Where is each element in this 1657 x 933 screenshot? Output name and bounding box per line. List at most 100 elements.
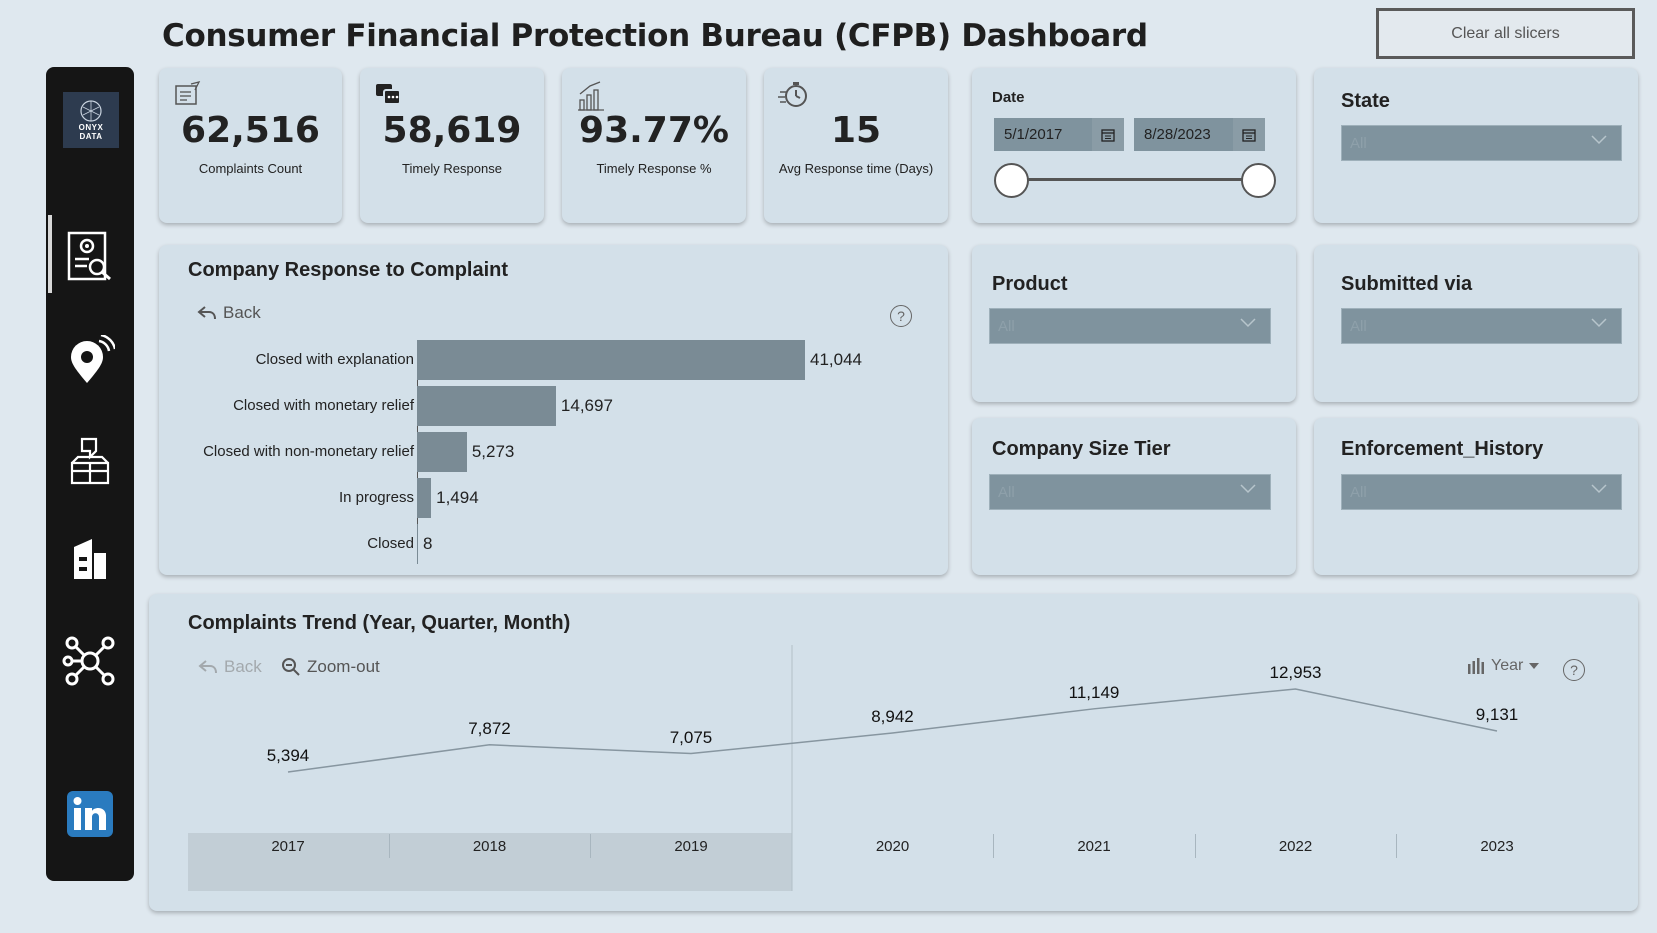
- back-arrow-icon: [197, 306, 216, 320]
- logo-text-line2: DATA: [79, 132, 103, 141]
- kpi-value: 58,619: [382, 110, 522, 151]
- complaints-trend-chart: [149, 594, 1638, 911]
- x-axis-tick-label: 2022: [1278, 838, 1313, 855]
- start-date-input[interactable]: 5/1/2017: [994, 118, 1124, 151]
- enforcement-history-slicer: Enforcement_History All: [1314, 418, 1638, 575]
- active-page-indicator: [48, 215, 52, 293]
- kpi-card-timely: 58,619 Timely Response: [360, 68, 544, 223]
- submitted-via-dropdown[interactable]: All: [1341, 308, 1622, 344]
- sidebar-item-report[interactable]: [46, 229, 134, 283]
- point-value-label: 9,131: [1475, 704, 1519, 724]
- slicer-title: Enforcement_History: [1341, 438, 1544, 460]
- linkedin-icon: [67, 791, 113, 837]
- help-icon[interactable]: ?: [890, 305, 912, 327]
- feedback-box-icon: [70, 437, 110, 485]
- onyx-data-logo[interactable]: ONYX DATA: [63, 92, 119, 148]
- bar-value-label: 41,044: [810, 350, 862, 369]
- date-range-track[interactable]: [1012, 178, 1259, 181]
- dropdown-value: All: [998, 484, 1015, 501]
- calendar-icon[interactable]: [1233, 118, 1265, 151]
- document-edit-icon: [173, 80, 201, 113]
- kpi-label: Complaints Count: [198, 161, 303, 176]
- product-dropdown[interactable]: All: [989, 308, 1271, 344]
- caret-down-icon: [1529, 663, 1540, 669]
- sidebar-item-linkedin[interactable]: [46, 791, 134, 837]
- end-date-value: 8/28/2023: [1144, 126, 1211, 143]
- bar-category-label: Closed: [367, 535, 414, 552]
- kpi-value: 93.77%: [579, 110, 729, 151]
- chevron-down-icon: [1591, 318, 1607, 328]
- date-start-handle[interactable]: [994, 163, 1029, 198]
- start-date-value: 5/1/2017: [1004, 126, 1063, 143]
- trend-help-icon[interactable]: ?: [1563, 659, 1585, 681]
- kpi-label: Avg Response time (Days): [778, 161, 934, 176]
- bar-value-label: 1,494: [436, 488, 479, 507]
- location-pin-icon: [71, 335, 115, 383]
- bar-category-label: Closed with non-monetary relief: [203, 443, 414, 460]
- x-axis-separator: [590, 834, 592, 858]
- sidebar-item-location[interactable]: [46, 335, 134, 387]
- enforcement-dropdown[interactable]: All: [1341, 474, 1622, 510]
- bar-closed-with-monetary-relief[interactable]: [417, 386, 556, 426]
- chevron-down-icon: [1240, 318, 1256, 328]
- back-button[interactable]: Back: [197, 303, 261, 323]
- chat-bubbles-icon: [374, 80, 404, 115]
- sidebar-item-feedback[interactable]: [46, 435, 134, 487]
- clear-all-slicers-button[interactable]: Clear all slicers: [1376, 8, 1635, 59]
- sidebar-nav: ONYX DATA: [46, 67, 134, 881]
- chart-growth-icon: [576, 80, 606, 117]
- sidebar-item-network[interactable]: [46, 633, 134, 689]
- trend-back-button[interactable]: Back: [198, 657, 262, 677]
- sidebar-item-company[interactable]: [46, 537, 134, 581]
- bar-category-label: In progress: [338, 489, 414, 506]
- end-date-input[interactable]: 8/28/2023: [1134, 118, 1265, 151]
- kpi-card-timely-pct: 93.77% Timely Response %: [562, 68, 746, 223]
- bar-in-progress[interactable]: [417, 478, 432, 518]
- x-axis-tick-label: 2019: [674, 838, 708, 855]
- chart-title: Company Response to Complaint: [188, 259, 509, 281]
- company-size-slicer: Company Size Tier All: [972, 418, 1296, 575]
- kpi-label: Timely Response %: [596, 161, 712, 176]
- zoom-label: Zoom-out: [307, 657, 380, 676]
- point-value-label: 7,075: [669, 727, 713, 747]
- kpi-card-complaints: 62,516 Complaints Count: [159, 68, 342, 223]
- stopwatch-icon: [778, 80, 810, 115]
- back-label: Back: [223, 303, 261, 322]
- submitted-via-slicer: Submitted via All: [1314, 245, 1638, 402]
- network-icon: [62, 636, 115, 686]
- x-axis-separator: [1194, 834, 1196, 858]
- drill-level-dropdown[interactable]: Year: [1467, 657, 1540, 675]
- bar-category-label: Closed with explanation: [255, 351, 414, 368]
- calendar-icon[interactable]: [1092, 118, 1124, 151]
- point-value-label: 5,394: [266, 746, 310, 765]
- company-response-chart: Company Response to Complaint Back ? Clo…: [159, 245, 948, 575]
- company-size-dropdown[interactable]: All: [989, 474, 1271, 510]
- date-slicer: Date 5/1/2017 8/28/2023: [972, 68, 1296, 223]
- bar-chart-icon: [1468, 658, 1484, 674]
- point-value-label: 11,149: [1068, 682, 1120, 702]
- kpi-label: Timely Response: [402, 161, 502, 176]
- point-value-label: 12,953: [1269, 663, 1322, 682]
- zoom-out-button[interactable]: Zoom-out: [281, 657, 380, 677]
- kpi-card-avg-time: 15 Avg Response time (Days): [764, 68, 948, 223]
- chevron-down-icon: [1240, 484, 1256, 494]
- bar-closed-with-explanation[interactable]: [417, 340, 805, 380]
- x-axis-separator: [1396, 834, 1398, 858]
- point-value-label: 8,942: [871, 707, 914, 727]
- dropdown-value: All: [1350, 318, 1367, 335]
- bar-value-label: 14,697: [560, 396, 613, 415]
- date-end-handle[interactable]: [1241, 163, 1276, 198]
- trend-chart-title: Complaints Trend (Year, Quarter, Month): [188, 612, 571, 634]
- bar-closed-with-non-monetary-relief[interactable]: [417, 432, 467, 472]
- state-dropdown[interactable]: All: [1341, 125, 1622, 161]
- bar-value-label: 8: [423, 534, 433, 553]
- date-slicer-label: Date: [992, 89, 1025, 106]
- x-axis-separator: [388, 834, 390, 858]
- x-axis-separator: [993, 834, 995, 858]
- slicer-title: Company Size Tier: [992, 438, 1171, 460]
- bar-closed[interactable]: [417, 524, 418, 564]
- point-value-label: 7,872: [468, 718, 511, 738]
- product-slicer: Product All: [972, 245, 1296, 402]
- bar-category-label: Closed with monetary relief: [233, 397, 414, 414]
- back-arrow-icon: [198, 660, 217, 674]
